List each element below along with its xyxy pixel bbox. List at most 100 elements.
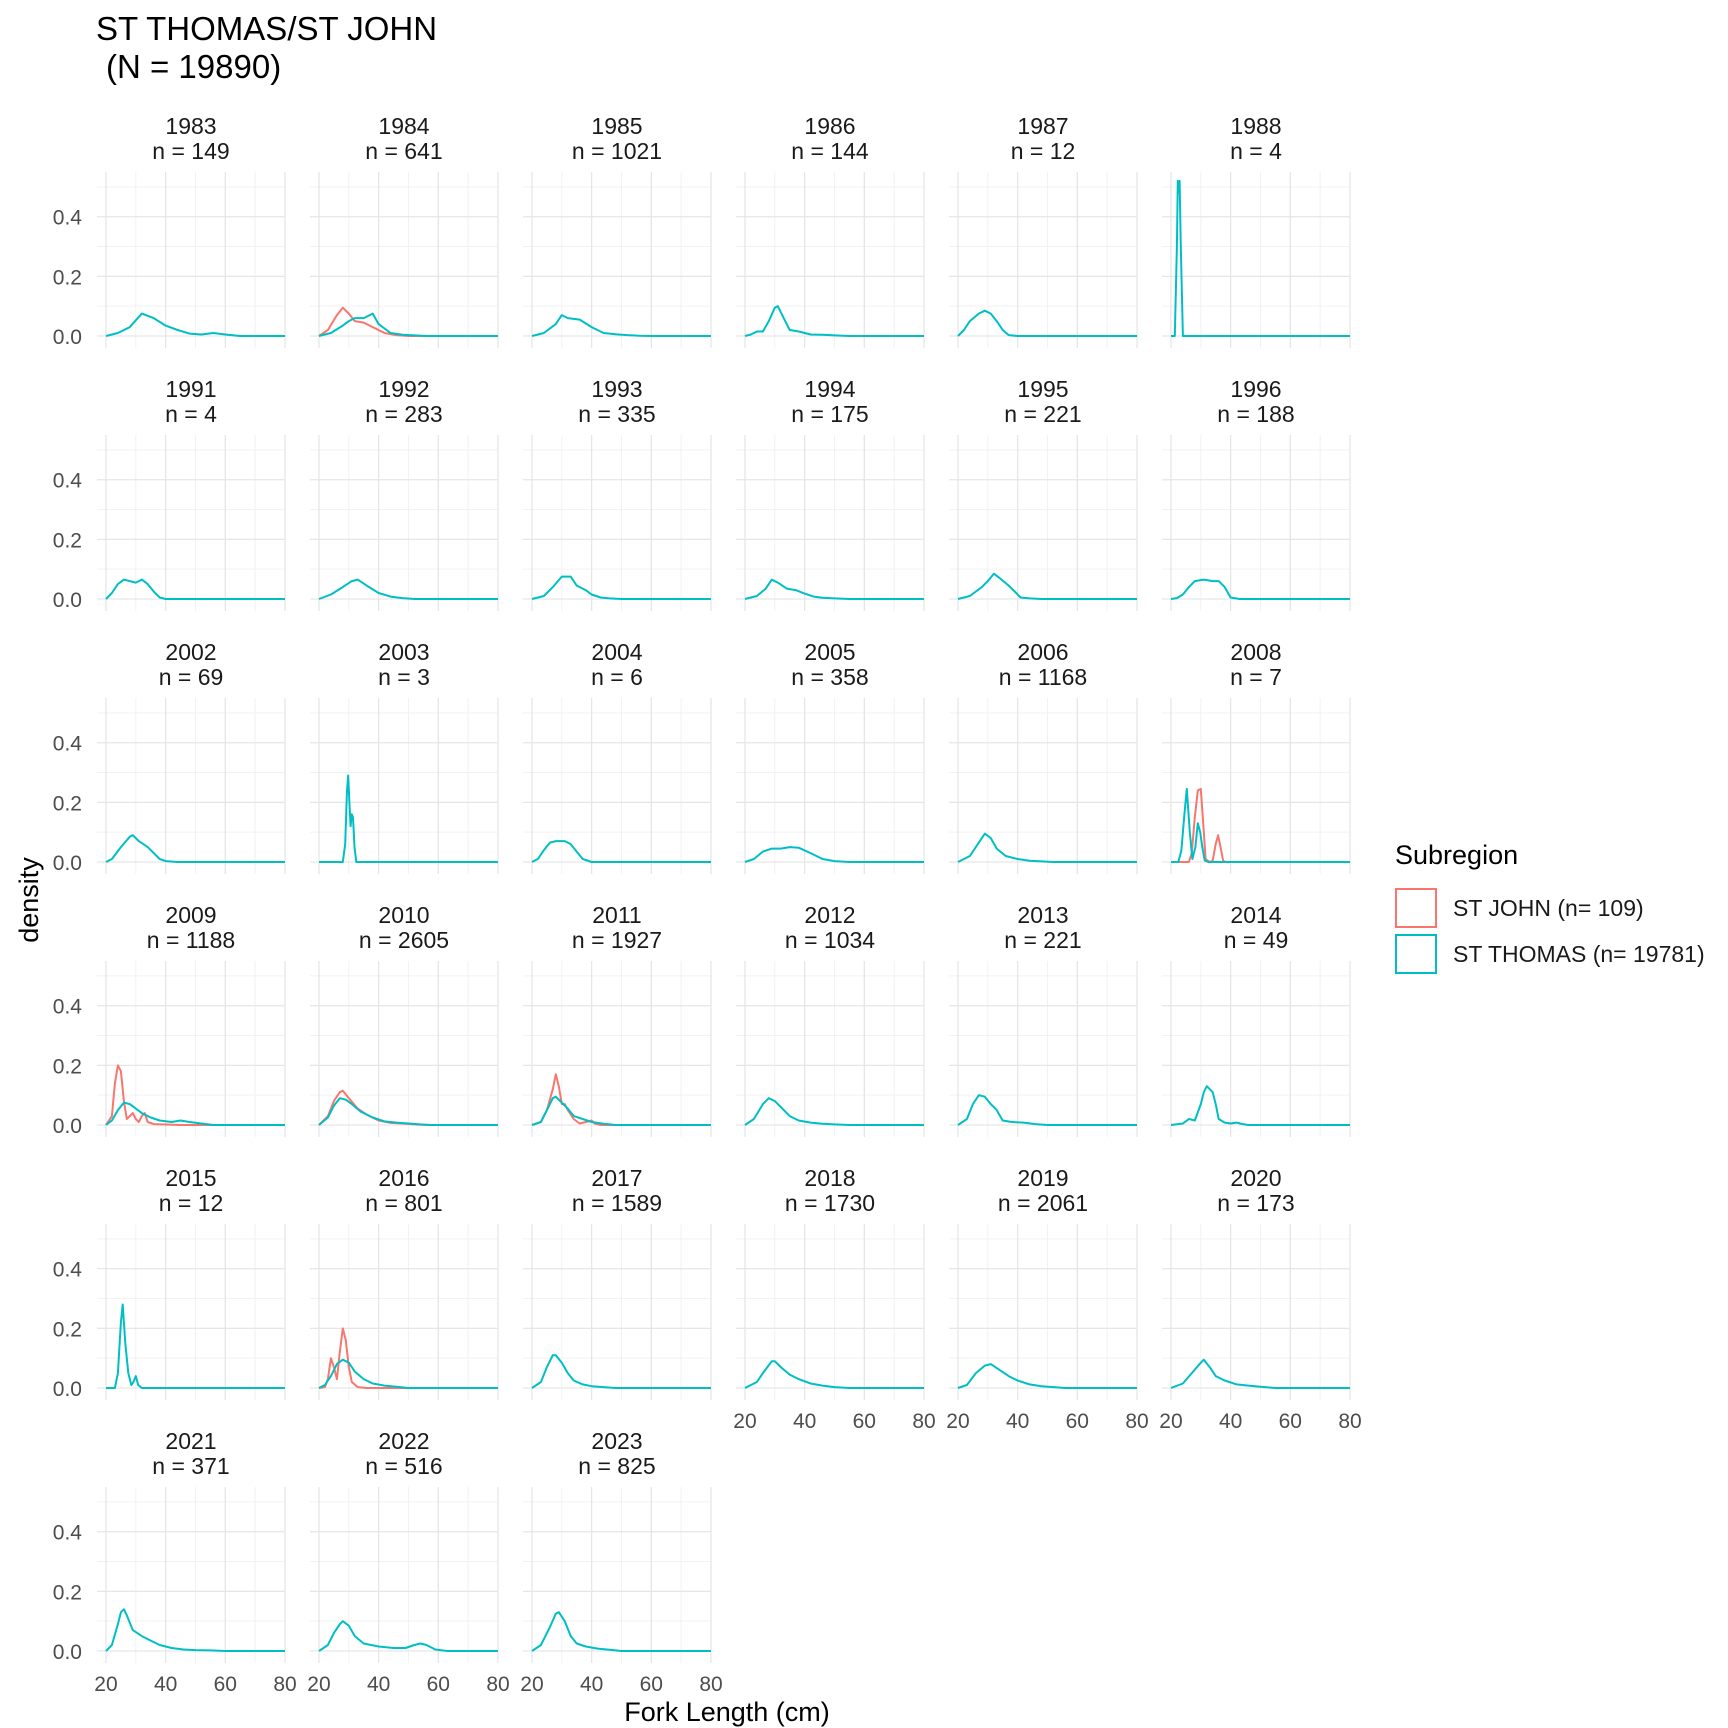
series-line-stthomas: [1171, 179, 1350, 337]
x-tick-label: 40: [154, 1673, 177, 1696]
strip-n: n = 358: [791, 664, 868, 690]
x-tick-label: 60: [427, 1673, 450, 1696]
strip-n: n = 371: [152, 1453, 229, 1479]
strip-n: n = 149: [152, 138, 229, 164]
x-tick-label: 40: [793, 1410, 816, 1433]
x-tick-label: 40: [1006, 1410, 1029, 1433]
strip-n: n = 12: [159, 1190, 224, 1216]
series-line-stthomas: [531, 575, 711, 600]
strip-n: n = 221: [1004, 401, 1081, 427]
strip-n: n = 7: [1230, 664, 1282, 690]
x-tick-label: 40: [580, 1673, 603, 1696]
series-line-stthomas: [744, 1360, 924, 1389]
strip-year: 2008: [1230, 639, 1281, 665]
y-tick-label: 0.2: [53, 266, 82, 289]
y-tick-label: 0.4: [53, 1522, 83, 1545]
series-line-stthomas: [744, 305, 924, 337]
strip-n: n = 2061: [998, 1190, 1088, 1216]
series-line-stthomas: [957, 309, 1137, 337]
strip-n: n = 49: [1224, 927, 1289, 953]
y-axis-title: density: [14, 857, 44, 943]
series-line-stthomas: [1170, 1358, 1350, 1389]
x-tick-label: 20: [307, 1673, 330, 1696]
legend-label-stthomas: ST THOMAS (n= 19781): [1453, 940, 1705, 967]
strip-year: 1983: [165, 113, 216, 139]
x-tick-label: 60: [1066, 1410, 1089, 1433]
series-line-stthomas: [1170, 578, 1350, 600]
strip-year: 2021: [165, 1428, 216, 1454]
strip-n: n = 801: [365, 1190, 442, 1216]
strip-year: 1985: [591, 113, 642, 139]
strip-year: 1994: [804, 376, 855, 402]
series-line-stjohn: [1171, 787, 1350, 863]
series-line-stthomas: [1171, 787, 1350, 863]
x-tick-label: 80: [912, 1410, 935, 1433]
series-line-stthomas: [318, 1097, 498, 1126]
strip-year: 2014: [1230, 902, 1281, 928]
strip-n: n = 1168: [999, 664, 1087, 690]
y-tick-label: 0.4: [53, 996, 83, 1019]
strip-year: 2004: [591, 639, 642, 665]
series-line-stjohn: [318, 306, 498, 337]
series-line-stthomas: [105, 578, 285, 600]
strip-year: 2015: [165, 1165, 216, 1191]
strip-n: n = 1021: [572, 138, 662, 164]
strip-year: 2003: [378, 639, 429, 665]
series-line-stthomas: [531, 840, 711, 863]
strip-year: 2002: [165, 639, 216, 665]
strip-year: 2020: [1230, 1165, 1281, 1191]
legend-item-stjohn: ST JOHN (n= 109): [1395, 885, 1705, 931]
x-tick-label: 20: [946, 1410, 969, 1433]
series-line-stthomas: [957, 1363, 1137, 1389]
y-tick-label: 0.4: [53, 733, 83, 756]
chart-title: ST THOMAS/ST JOHN (N = 19890): [96, 10, 437, 86]
strip-year: 1992: [378, 376, 429, 402]
strip-year: 2006: [1017, 639, 1068, 665]
strip-year: 2016: [378, 1165, 429, 1191]
strip-year: 1988: [1230, 113, 1281, 139]
strip-year: 2019: [1017, 1165, 1068, 1191]
chart-subtitle: (N = 19890): [106, 48, 282, 85]
strip-n: n = 3: [378, 664, 430, 690]
x-tick-label: 80: [1125, 1410, 1148, 1433]
series-line-stthomas: [318, 1358, 498, 1389]
strip-n: n = 221: [1004, 927, 1081, 953]
strip-year: 1991: [165, 376, 216, 402]
strip-n: n = 1034: [785, 927, 875, 953]
strip-year: 2012: [804, 902, 855, 928]
legend-item-stthomas: ST THOMAS (n= 19781): [1395, 931, 1705, 977]
x-tick-label: 60: [214, 1673, 237, 1696]
x-tick-label: 60: [853, 1410, 876, 1433]
y-tick-label: 0.4: [53, 1259, 83, 1282]
strip-year: 2013: [1017, 902, 1068, 928]
y-tick-label: 0.0: [53, 1641, 82, 1664]
x-tick-label: 20: [520, 1673, 543, 1696]
x-tick-label: 20: [94, 1673, 117, 1696]
y-tick-label: 0.0: [53, 1115, 82, 1138]
series-line-stthomas: [957, 1094, 1137, 1126]
legend-key-stthomas: [1395, 934, 1437, 974]
x-tick-label: 60: [1279, 1410, 1302, 1433]
x-tick-label: 20: [733, 1410, 756, 1433]
strip-year: 1996: [1230, 376, 1281, 402]
y-tick-label: 0.2: [53, 529, 82, 552]
series-line-stthomas: [531, 1354, 711, 1389]
strip-n: n = 516: [365, 1453, 442, 1479]
series-line-stthomas: [318, 578, 498, 600]
legend-title: Subregion: [1395, 840, 1519, 870]
strip-year: 1984: [378, 113, 429, 139]
y-tick-label: 0.0: [53, 1378, 82, 1401]
